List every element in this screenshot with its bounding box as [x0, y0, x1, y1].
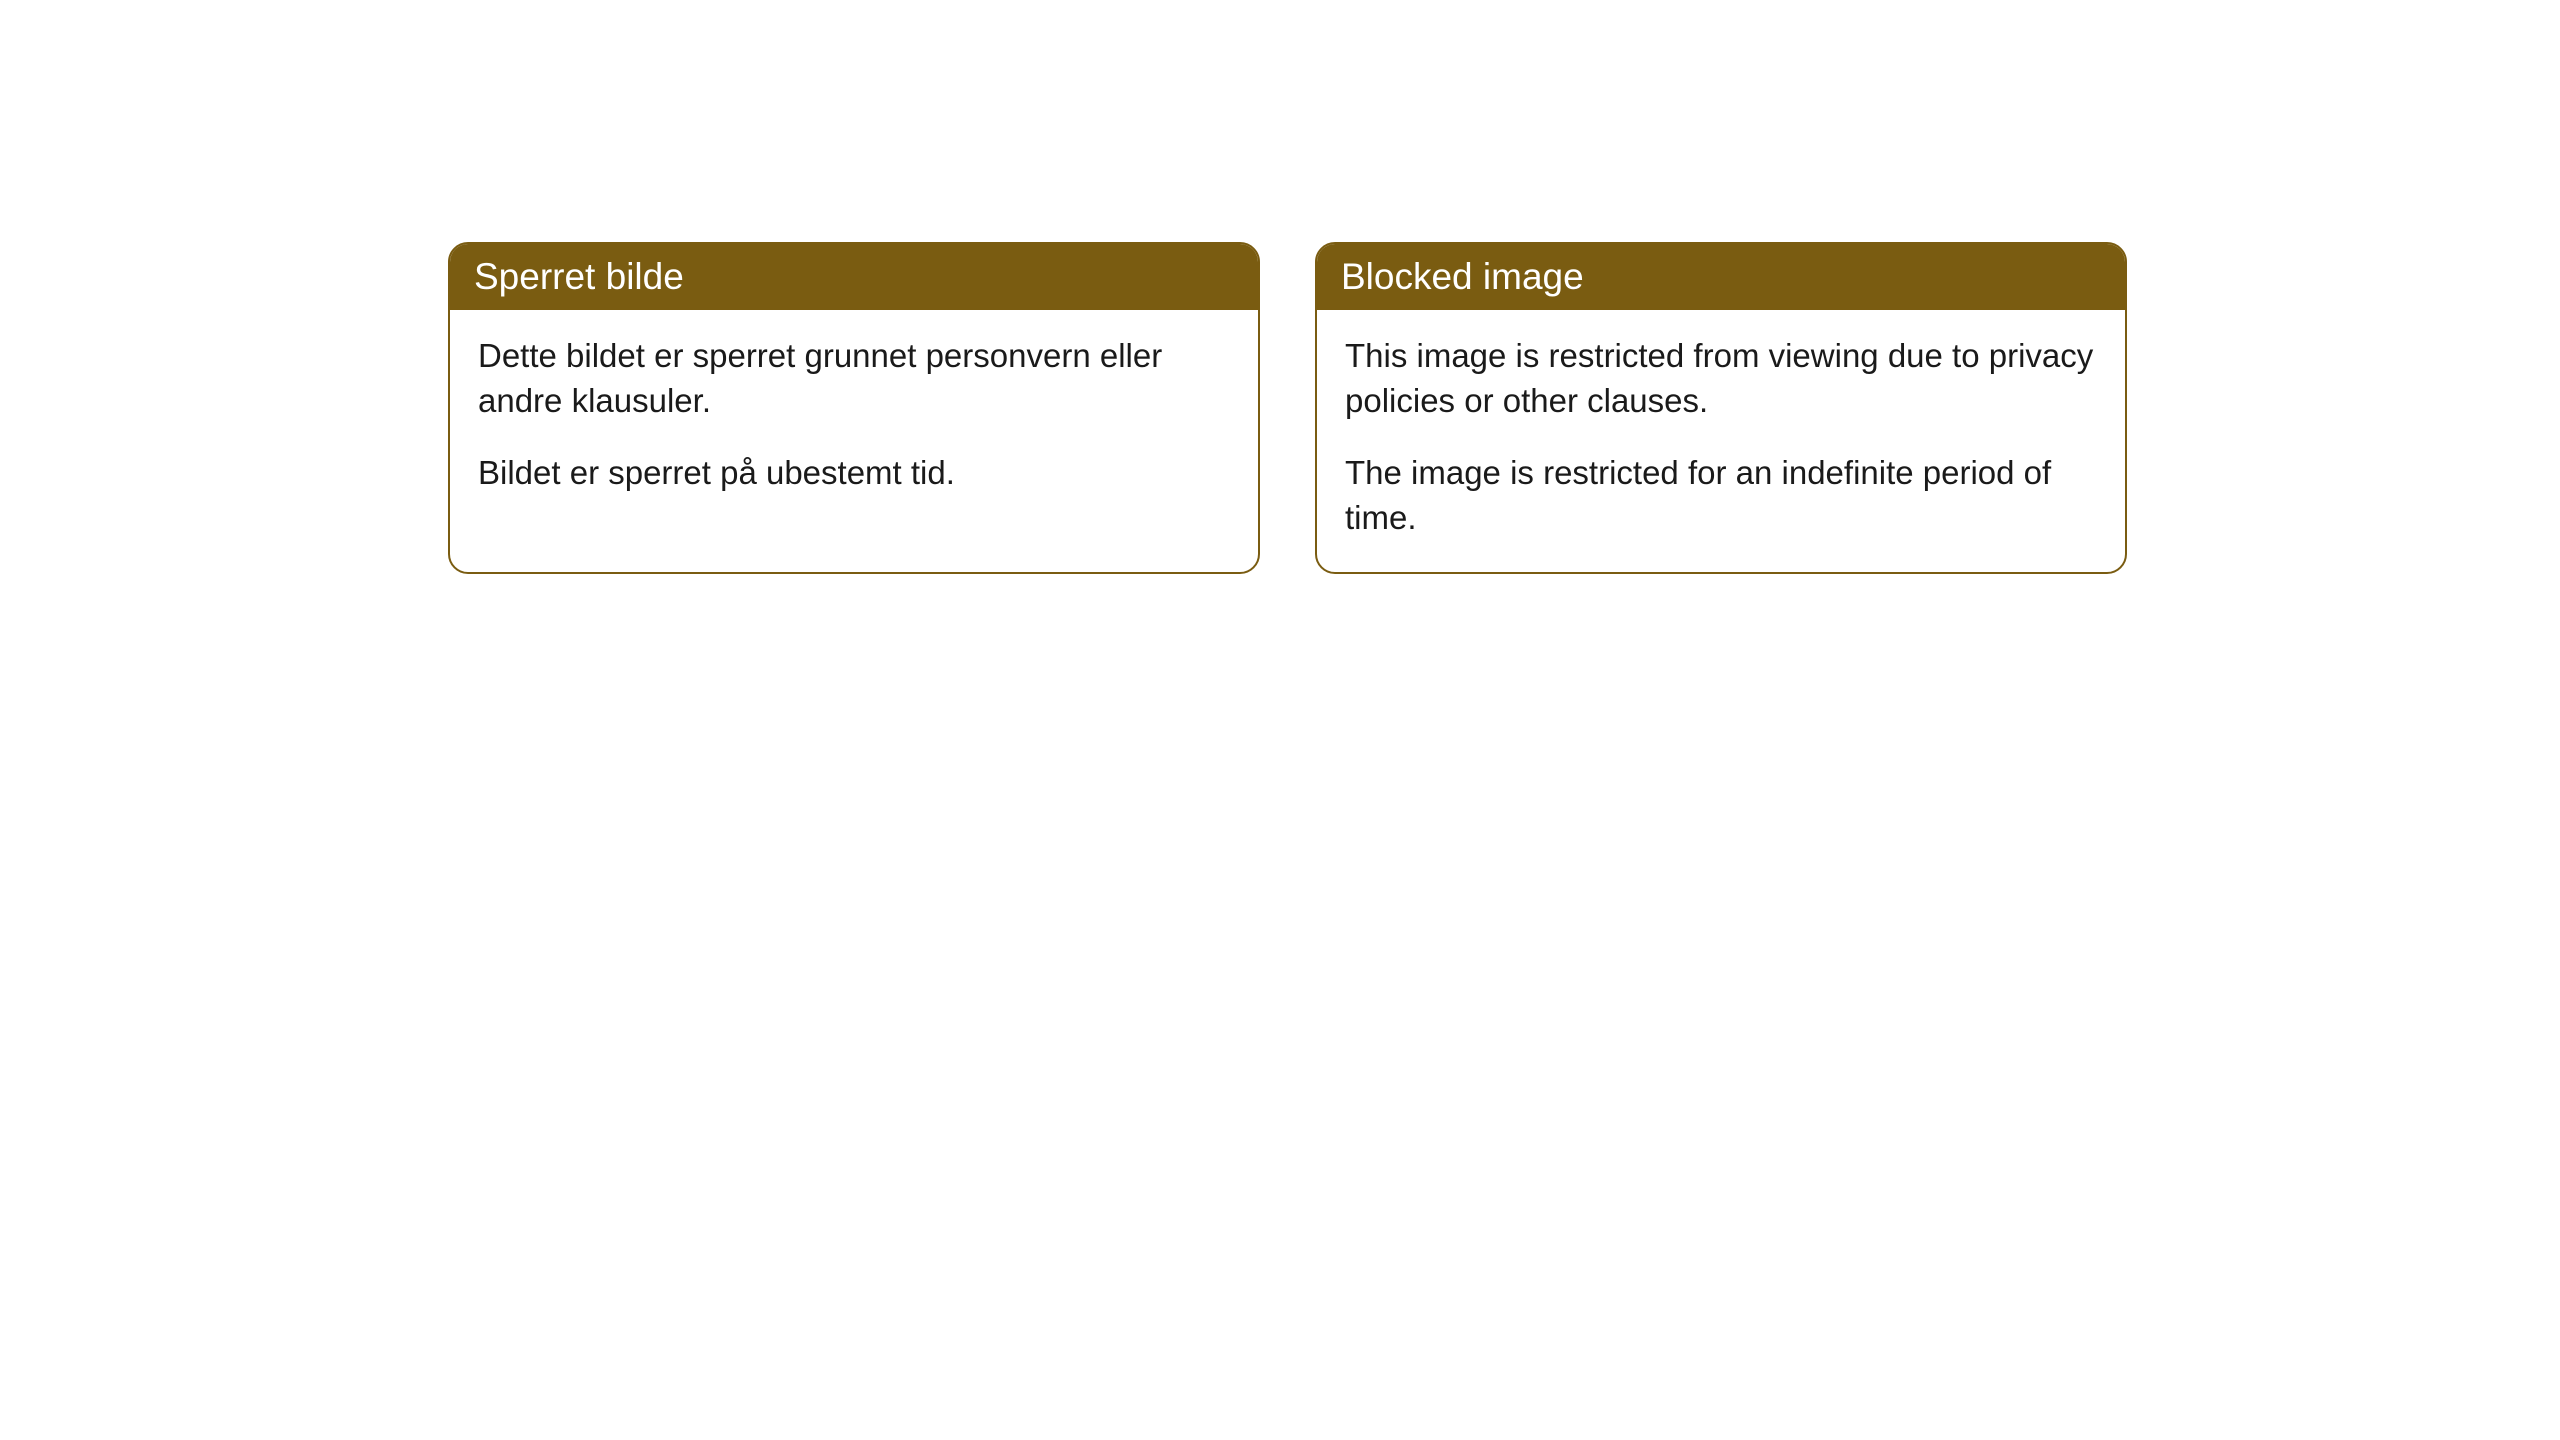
notice-container: Sperret bilde Dette bildet er sperret gr… — [0, 0, 2560, 574]
notice-card-english: Blocked image This image is restricted f… — [1315, 242, 2127, 574]
notice-paragraph: The image is restricted for an indefinit… — [1345, 451, 2097, 540]
notice-header-english: Blocked image — [1317, 244, 2125, 310]
notice-body-english: This image is restricted from viewing du… — [1317, 310, 2125, 572]
notice-paragraph: Bildet er sperret på ubestemt tid. — [478, 451, 1230, 496]
notice-body-norwegian: Dette bildet er sperret grunnet personve… — [450, 310, 1258, 528]
notice-card-norwegian: Sperret bilde Dette bildet er sperret gr… — [448, 242, 1260, 574]
notice-paragraph: This image is restricted from viewing du… — [1345, 334, 2097, 423]
notice-header-norwegian: Sperret bilde — [450, 244, 1258, 310]
notice-title: Blocked image — [1341, 256, 1584, 297]
notice-title: Sperret bilde — [474, 256, 684, 297]
notice-paragraph: Dette bildet er sperret grunnet personve… — [478, 334, 1230, 423]
